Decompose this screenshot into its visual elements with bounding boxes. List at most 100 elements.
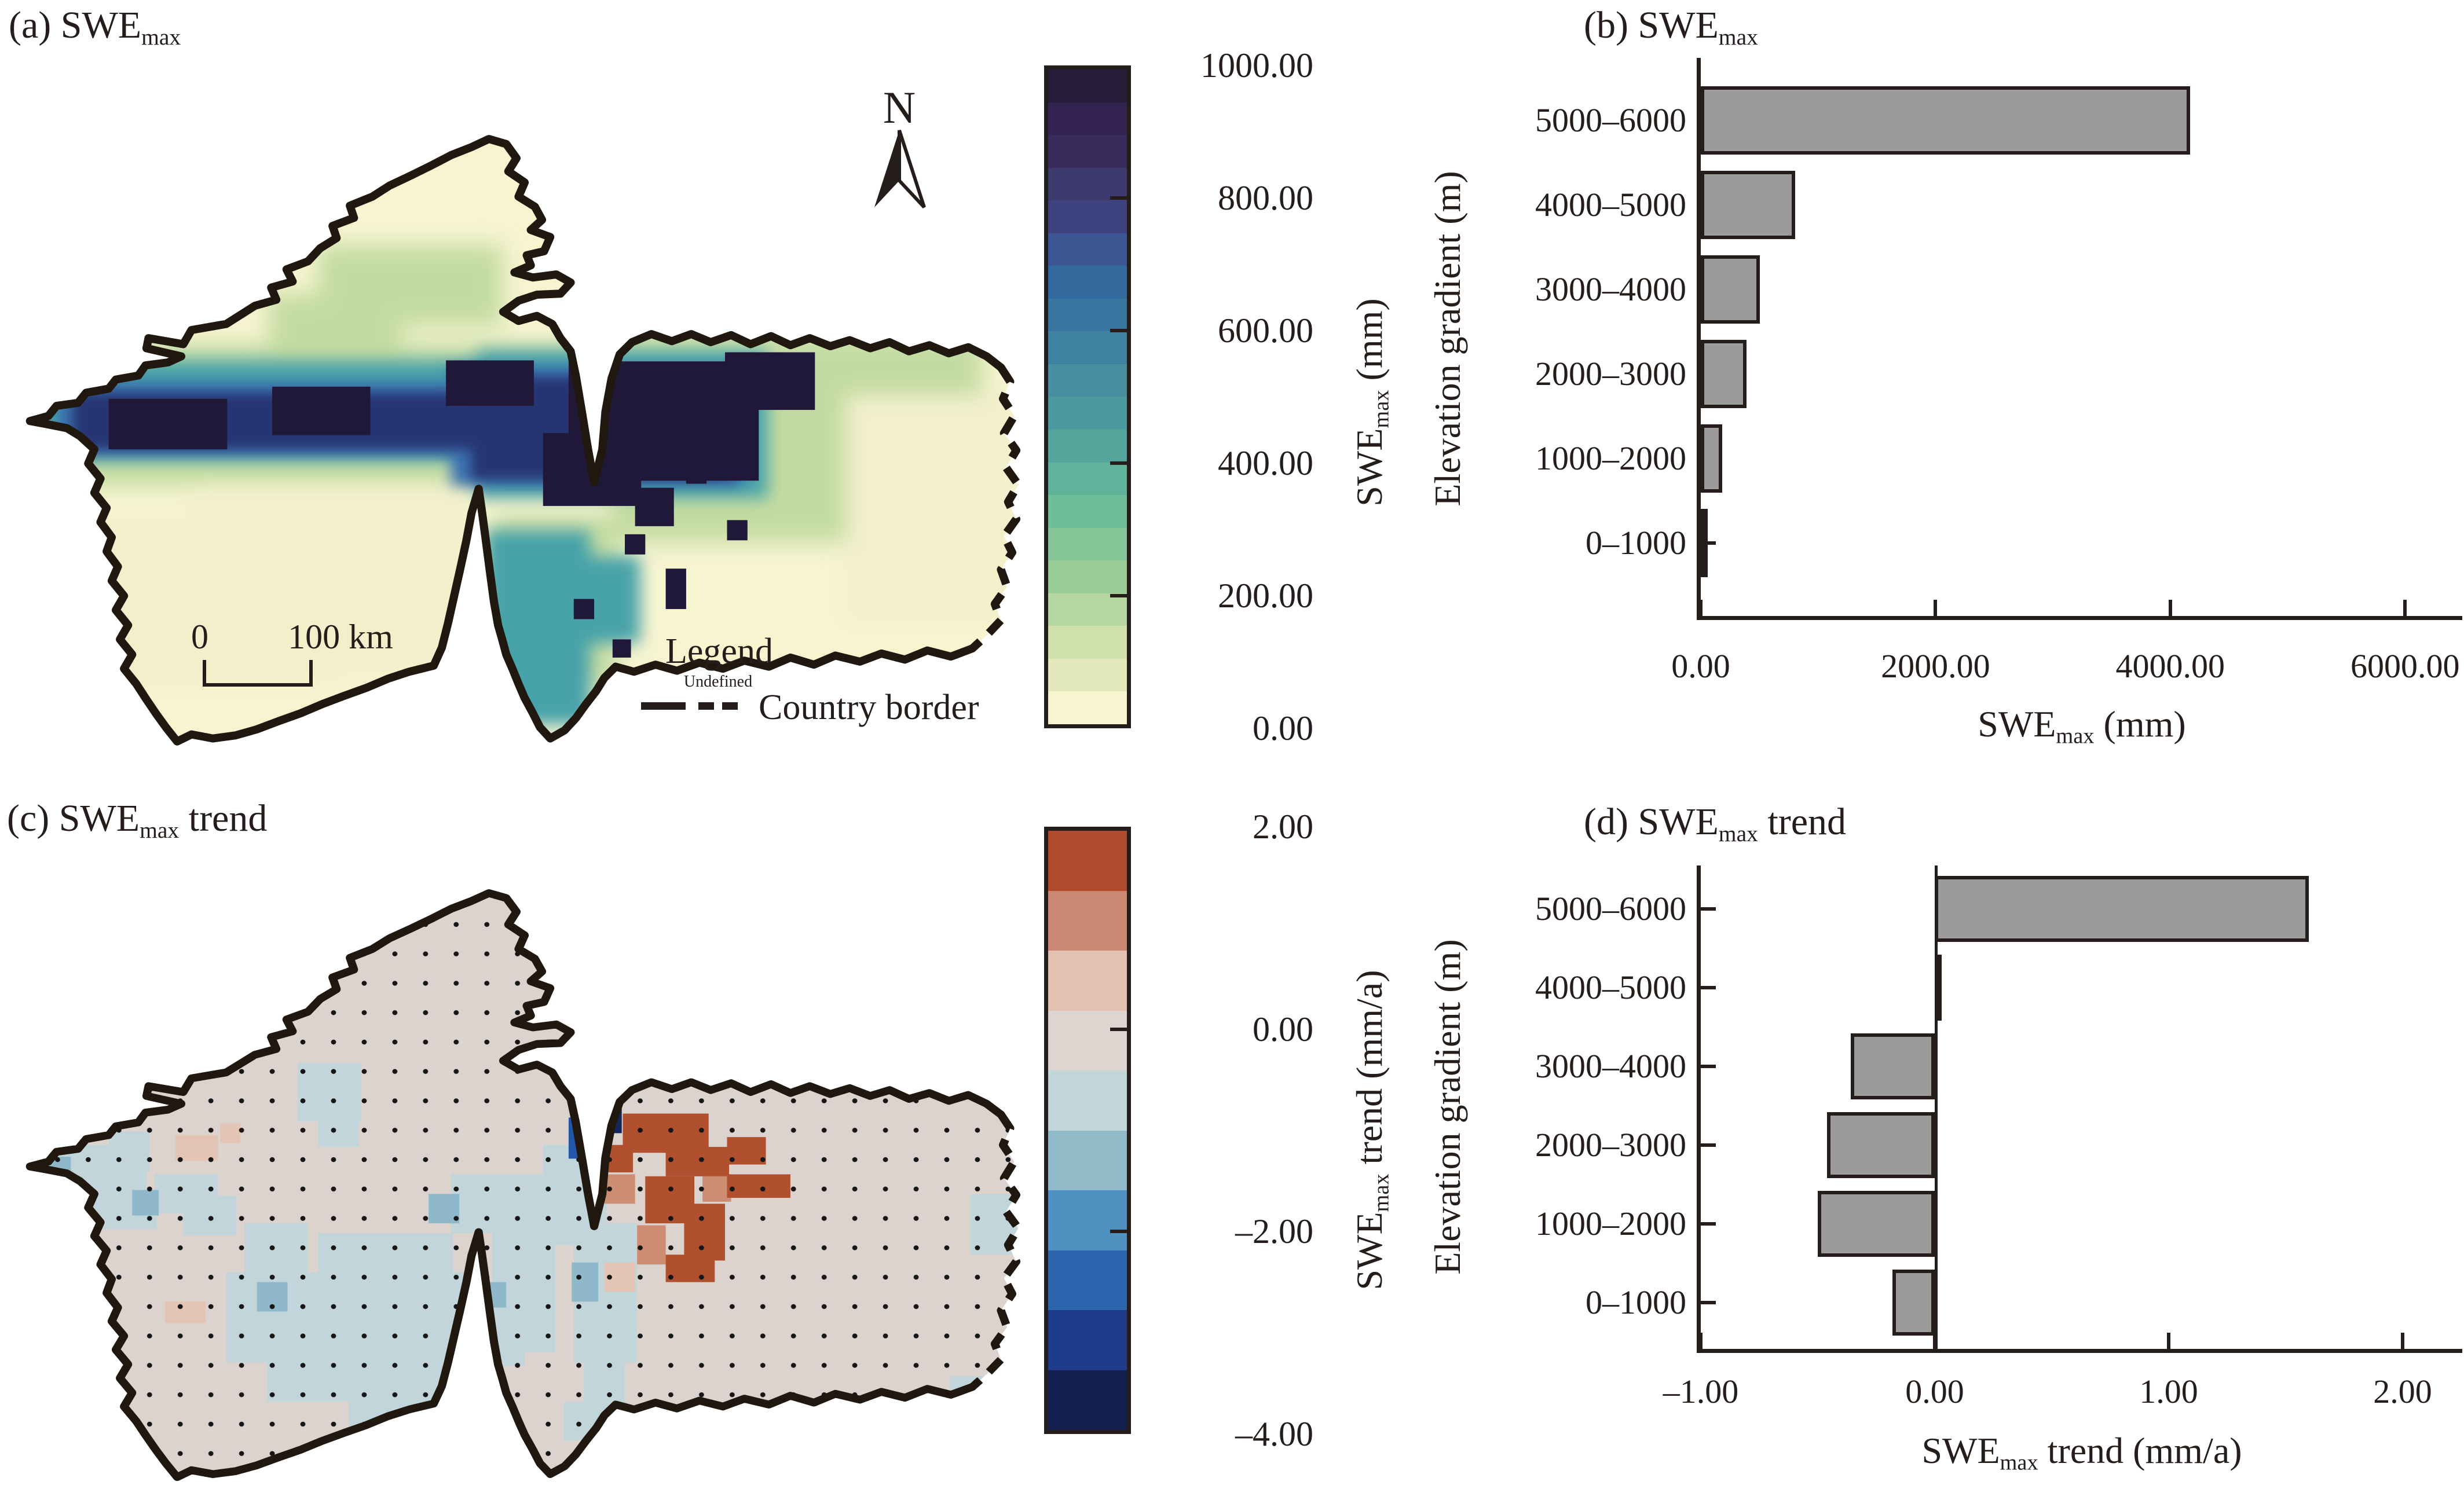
chart-d-bar-2000–3000 xyxy=(1827,1112,1935,1178)
chart-d-y-tick-label-4: 1000–2000 xyxy=(1535,1205,1686,1242)
chart-b-bar-5000–6000 xyxy=(1701,86,2191,155)
chart-d-x-tick-mark-0 xyxy=(1699,1333,1703,1349)
colorbar-a-tick-label-1: 800.00 xyxy=(1218,179,1313,217)
colorbar-a-band-18 xyxy=(1048,658,1127,692)
legend-title: Legend xyxy=(665,632,773,671)
chart-d-y-tick-mark-5 xyxy=(1701,1301,1716,1304)
panel-c-title: (c) SWEmax trend xyxy=(7,797,268,843)
colorbar-c-band-9 xyxy=(1048,1370,1127,1430)
colorbar-a-tick-label-5: 0.00 xyxy=(1253,709,1313,747)
colorbar-c-tick-label-0: 2.00 xyxy=(1253,808,1313,846)
chart-b-y-tick-label-2: 3000–4000 xyxy=(1535,270,1686,308)
colorbar-c-tick-label-2: –2.00 xyxy=(1235,1212,1313,1251)
chart-d-x-axis xyxy=(1697,1349,2462,1353)
chart-d-x-tick-mark-3 xyxy=(2401,1333,2404,1349)
chart-d-y-tick-label-2: 3000–4000 xyxy=(1535,1047,1686,1085)
colorbar-c-tick-mark-2 xyxy=(1110,1230,1127,1234)
colorbar-a-tick-mark-4 xyxy=(1110,594,1127,597)
colorbar-a-tick-label-0: 1000.00 xyxy=(1200,46,1313,85)
chart-b-y-tick-label-4: 1000–2000 xyxy=(1535,439,1686,477)
scalebar-left-tick xyxy=(203,660,206,687)
country-border-undefined-dashed xyxy=(969,365,1023,652)
chart-b-bar-3000–4000 xyxy=(1701,255,1760,324)
colorbar-a-axis-label: SWEmax (mm) xyxy=(1349,298,1394,507)
panel-d-title: (d) SWEmax trend xyxy=(1584,800,1846,845)
colorbar-a-tick-label-4: 200.00 xyxy=(1218,577,1313,615)
panel-b-title: (b) SWEmax xyxy=(1584,3,1758,50)
panel-c-title-post: trend xyxy=(179,797,268,839)
chart-b-x-tick-label-2: 4000.00 xyxy=(2115,647,2225,685)
chart-b-y-tick-label-5: 0–1000 xyxy=(1586,524,1686,562)
chart-d-bar-1000–2000 xyxy=(1818,1191,1935,1257)
chart-b-y-tick-mark-5 xyxy=(1701,541,1716,545)
scalebar-line xyxy=(203,683,313,687)
colorbar-a-band-8 xyxy=(1048,331,1127,364)
colorbar-c-band-4 xyxy=(1048,1070,1127,1131)
colorbar-a-band-5 xyxy=(1048,233,1127,266)
colorbar-c-tick-label-1: 0.00 xyxy=(1253,1010,1313,1048)
legend-border-solid-swatch xyxy=(641,702,686,710)
chart-b-y-tick-label-1: 4000–5000 xyxy=(1535,186,1686,223)
chart-d-x-tick-label-0: –1.00 xyxy=(1663,1373,1739,1410)
chart-d-y-tick-mark-0 xyxy=(1701,907,1716,911)
colorbar-a-band-0 xyxy=(1048,69,1127,102)
colorbar-a-band-1 xyxy=(1048,102,1127,135)
chart-d-x-axis-label: SWEmax trend (mm/a) xyxy=(1921,1430,2242,1475)
colorbar-c-tick-mark-1 xyxy=(1110,1027,1127,1031)
colorbar-a-band-16 xyxy=(1048,593,1127,626)
chart-d-x-tick-mark-2 xyxy=(2167,1333,2170,1349)
panel-b-title-pre: (b) SWE xyxy=(1584,4,1719,46)
colorbar-a-band-13 xyxy=(1048,495,1127,528)
colorbar-a-band-2 xyxy=(1048,135,1127,168)
colorbar-c-band-0 xyxy=(1048,831,1127,891)
panel-b-title-sub: max xyxy=(1718,24,1758,50)
panel-a-title-pre: (a) SWE xyxy=(9,4,142,46)
colorbar-c-axis-label: SWEmax trend (mm/a) xyxy=(1349,970,1394,1290)
chart-d-y-tick-label-3: 2000–3000 xyxy=(1535,1126,1686,1164)
chart-d-y-axis xyxy=(1697,865,1701,1353)
colorbar-a-tick-mark-1 xyxy=(1110,196,1127,200)
country-border-solid xyxy=(25,889,1005,1481)
colorbar-c-band-6 xyxy=(1048,1190,1127,1250)
chart-d-x-tick-label-3: 2.00 xyxy=(2373,1373,2432,1410)
colorbar-a-band-15 xyxy=(1048,560,1127,593)
chart-d-bar-0–1000 xyxy=(1892,1270,1935,1336)
chart-d-y-tick-label-0: 5000–6000 xyxy=(1535,890,1686,927)
panel-a-title: (a) SWEmax xyxy=(9,3,181,50)
chart-b-y-axis xyxy=(1697,58,1701,620)
chart-d-y-tick-mark-3 xyxy=(1701,1143,1716,1147)
chart-d-bar-3000–4000 xyxy=(1850,1033,1935,1099)
north-arrow-right-half xyxy=(898,130,926,209)
chart-b-y-tick-label-3: 2000–3000 xyxy=(1535,355,1686,393)
colorbar-c-tick-label-3: –4.00 xyxy=(1235,1415,1313,1453)
chart-d-y-tick-label-1: 4000–5000 xyxy=(1535,969,1686,1006)
chart-d-y-tick-mark-4 xyxy=(1701,1222,1716,1226)
colorbar-c-band-7 xyxy=(1048,1250,1127,1310)
chart-b-x-tick-mark-1 xyxy=(1934,600,1938,616)
chart-b-x-axis-label: SWEmax (mm) xyxy=(1978,703,2186,749)
chart-b-y-axis-label: Elevation gradient (m) xyxy=(1427,171,1468,507)
north-arrow-icon: N xyxy=(874,82,926,209)
scalebar-distance-label: 100 km xyxy=(288,618,393,656)
colorbar-a-band-19 xyxy=(1048,691,1127,724)
colorbar-swe-max-trend xyxy=(1044,827,1131,1434)
chart-b-bar-0–1000 xyxy=(1701,509,1708,577)
colorbar-c-band-1 xyxy=(1048,890,1127,951)
legend-border-dash-swatch-2 xyxy=(722,702,738,710)
colorbar-a-band-10 xyxy=(1048,397,1127,430)
scalebar-right-tick xyxy=(309,660,313,687)
panel-c-title-sub: max xyxy=(140,817,180,843)
colorbar-a-band-9 xyxy=(1048,364,1127,397)
legend-border-dash-swatch-1 xyxy=(698,702,714,710)
colorbar-a-band-14 xyxy=(1048,527,1127,561)
scalebar-zero-label: 0 xyxy=(191,618,208,656)
colorbar-c-band-8 xyxy=(1048,1310,1127,1370)
chart-d-zero-line xyxy=(1935,865,1938,1349)
chart-b-x-tick-mark-0 xyxy=(1699,600,1703,616)
chart-d-bar-4000–5000 xyxy=(1935,955,1942,1021)
panel-a-title-sub: max xyxy=(141,24,181,50)
colorbar-a-tick-mark-3 xyxy=(1110,461,1127,465)
colorbar-a-band-4 xyxy=(1048,200,1127,233)
colorbar-a-band-3 xyxy=(1048,167,1127,201)
